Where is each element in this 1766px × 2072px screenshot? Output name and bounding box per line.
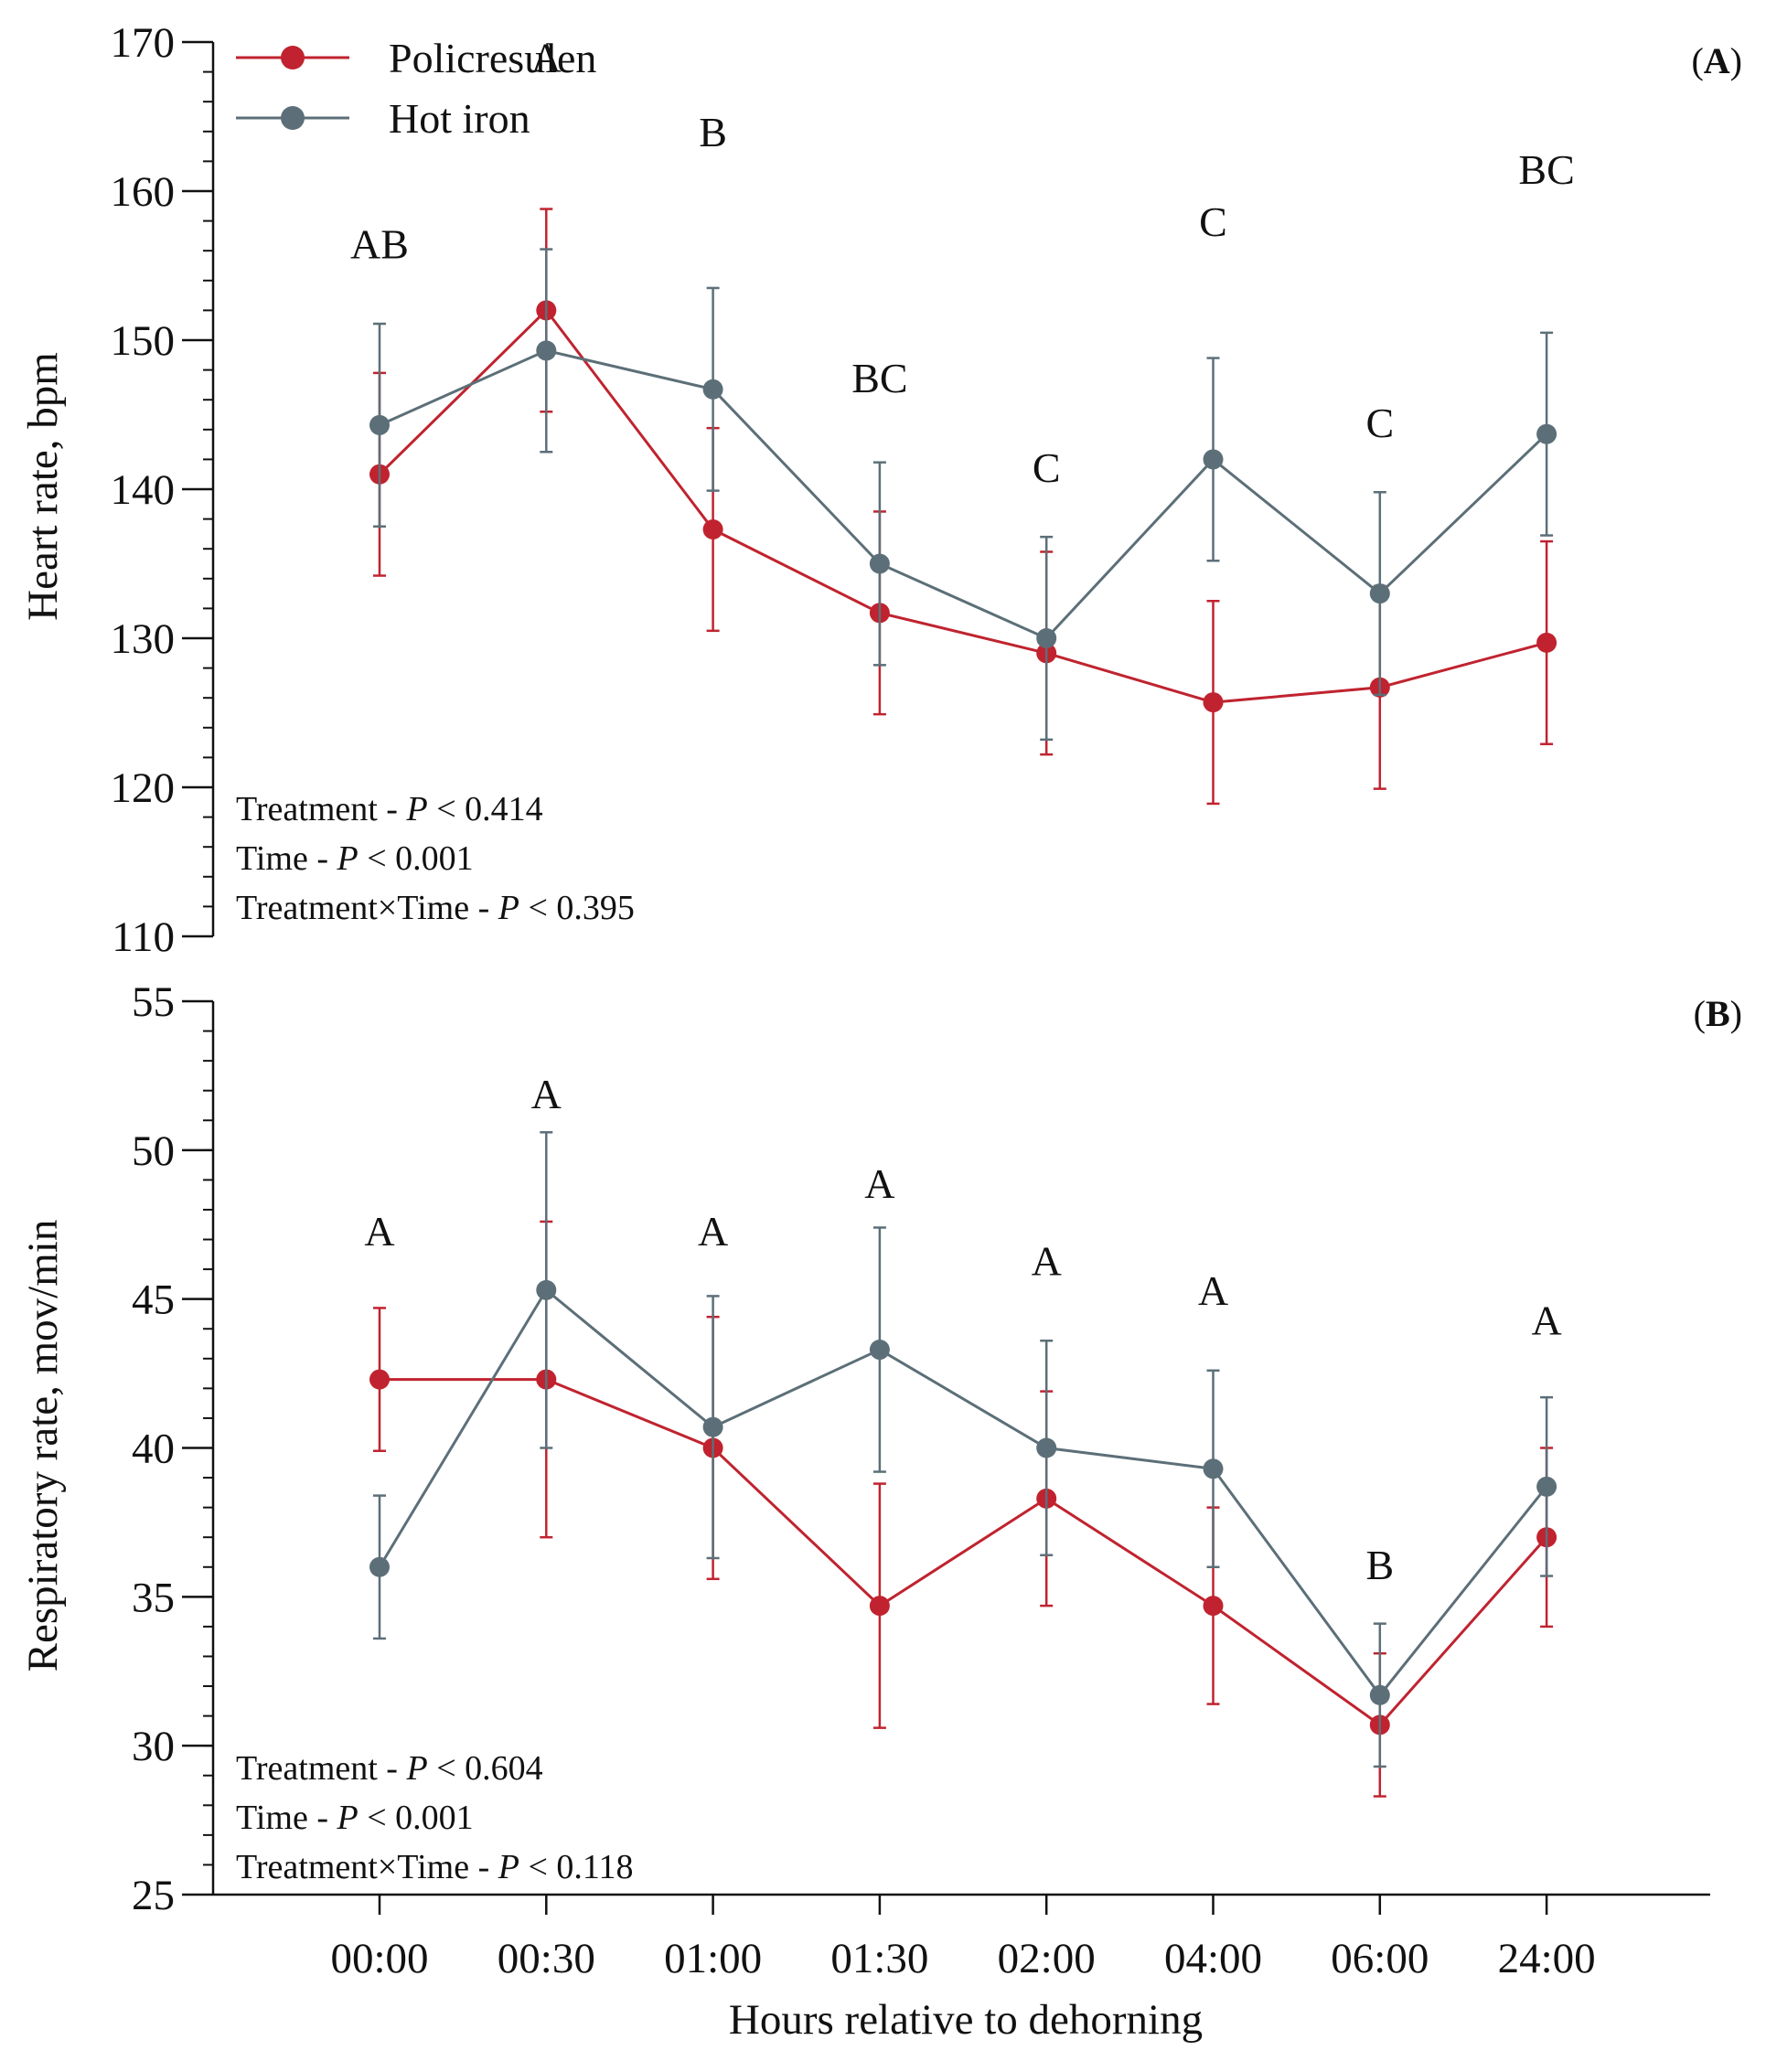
significance-letter: B (1365, 1542, 1394, 1588)
y-tick-label-55: 55 (132, 978, 175, 1026)
significance-letter: BC (851, 355, 907, 401)
significance-letter: A (1032, 1238, 1062, 1285)
panel-a-tag: (A) (1691, 40, 1742, 81)
data-point-hot-iron-01-00 (702, 379, 723, 400)
x-tick-label-00-30: 00:30 (498, 1935, 595, 1982)
x-tick-label-01-30: 01:30 (830, 1935, 928, 1982)
significance-letter: B (699, 109, 727, 155)
significance-letter: A (1531, 1298, 1561, 1344)
heart-rate-axis-title: Heart rate, bpm (19, 352, 67, 621)
y-tick-label-40: 40 (132, 1426, 175, 1473)
data-point-policresulen-24-00 (1536, 632, 1557, 653)
stat-treatment-b: Treatment - P < 0.604 (236, 1749, 543, 1788)
y-tick-label-25: 25 (132, 1872, 175, 1919)
significance-letter: C (1033, 444, 1061, 491)
data-point-hot-iron-00-00 (369, 1556, 390, 1577)
series-line-hot-iron (379, 348, 1548, 640)
stat-time-a: Time - P < 0.001 (236, 839, 474, 878)
series-line-hot-iron (378, 1287, 1548, 1698)
significance-letter: BC (1518, 146, 1574, 193)
series-hot-iron (369, 248, 1557, 742)
legend-label-hot-iron: Hot iron (389, 95, 530, 142)
y-tick-label-30: 30 (132, 1723, 175, 1770)
chart-marks: 110120130140150160170ABABBCCCCBC25303540… (111, 19, 1710, 1982)
data-point-hot-iron-01-30 (869, 553, 890, 574)
x-axis-title: Hours relative to dehorning (729, 1996, 1203, 2044)
stat-treatment-a: Treatment - P < 0.414 (236, 790, 543, 828)
data-point-hot-iron-04-00 (1203, 1458, 1224, 1479)
data-point-hot-iron-01-30 (869, 1340, 890, 1361)
legend-marker-hot-iron (281, 106, 305, 130)
panel-b-tag: (B) (1694, 993, 1742, 1034)
data-point-hot-iron-02-00 (1036, 1437, 1057, 1458)
x-tick-label-00-00: 00:00 (330, 1935, 428, 1982)
significance-letter: AB (350, 220, 409, 267)
x-tick-label-01-00: 01:00 (664, 1935, 762, 1982)
stat-interaction-b: Treatment×Time - P < 0.118 (236, 1848, 634, 1886)
y-tick-label-150: 150 (111, 317, 176, 365)
significance-letter: A (1198, 1267, 1228, 1314)
data-point-hot-iron-04-00 (1203, 449, 1224, 470)
significance-letter: A (698, 1208, 728, 1255)
x-tick-label-04-00: 04:00 (1164, 1935, 1262, 1982)
data-point-policresulen-01-00 (702, 519, 723, 540)
panel-a: Heart rate, bpm (A) Treatment - P < 0.41… (19, 40, 1742, 927)
data-point-hot-iron-06-00 (1369, 1684, 1390, 1705)
y-tick-label-140: 140 (111, 466, 176, 514)
significance-letter: A (531, 1071, 562, 1117)
significance-letter: C (1199, 198, 1227, 245)
legend-marker-policresulen (281, 46, 305, 69)
panel-2-plot: 25 30 35 40 45 50 55 00:00 00:30 01:00 01:30 02:00 0… (132, 978, 1710, 1982)
y-tick-label-110: 110 (112, 913, 175, 961)
panel-a-stats: Treatment - P < 0.414 Time - P < 0.001 T… (236, 790, 635, 927)
data-point-hot-iron-00-00 (369, 414, 390, 435)
significance-letter: A (864, 1160, 894, 1207)
series-policresulen (369, 208, 1557, 806)
data-point-policresulen-00-00 (369, 1369, 390, 1390)
series-line-policresulen (380, 1378, 1548, 1727)
data-point-hot-iron-01-00 (702, 1416, 723, 1437)
x-tick-label-02-00: 02:00 (998, 1935, 1096, 1982)
stat-time-b: Time - P < 0.001 (236, 1799, 474, 1837)
data-point-policresulen-04-00 (1203, 1596, 1224, 1617)
y-tick-label-35: 35 (132, 1574, 175, 1621)
x-tick-label-24-00: 24:00 (1498, 1935, 1596, 1982)
y-tick-label-170: 170 (111, 19, 176, 67)
panel-b-stats: Treatment - P < 0.604 Time - P < 0.001 T… (236, 1749, 634, 1886)
y-tick-label-45: 45 (132, 1276, 175, 1324)
data-point-hot-iron-24-00 (1536, 423, 1557, 444)
data-point-hot-iron-06-00 (1369, 583, 1390, 604)
data-point-hot-iron-02-00 (1036, 628, 1057, 648)
stat-interaction-a: Treatment×Time - P < 0.395 (236, 889, 635, 927)
data-point-policresulen-04-00 (1203, 692, 1224, 713)
x-tick-label-06-00: 06:00 (1331, 1935, 1429, 1982)
data-point-hot-iron-24-00 (1536, 1476, 1557, 1497)
series-hot-iron (369, 1131, 1557, 1768)
series-policresulen (369, 1220, 1557, 1798)
significance-letter: C (1365, 400, 1394, 446)
legend-label-policresulen: Policresulen (389, 35, 596, 81)
data-point-hot-iron-00-30 (536, 340, 557, 361)
y-tick-label-130: 130 (111, 615, 176, 663)
y-tick-label-120: 120 (111, 764, 176, 812)
legend: Policresulen Hot iron (236, 35, 596, 142)
y-tick-label-50: 50 (132, 1127, 175, 1175)
significance-letter: A (364, 1208, 394, 1255)
respiratory-rate-axis-title: Respiratory rate, mov/min (19, 1220, 67, 1672)
series-line-policresulen (378, 308, 1547, 704)
panel-b: Respiratory rate, mov/min (B) Treatment … (19, 993, 1742, 1886)
y-tick-label-160: 160 (111, 168, 176, 216)
significance-letter: A (531, 35, 562, 81)
data-point-policresulen-01-30 (869, 1596, 890, 1617)
data-point-hot-iron-00-30 (536, 1279, 557, 1300)
